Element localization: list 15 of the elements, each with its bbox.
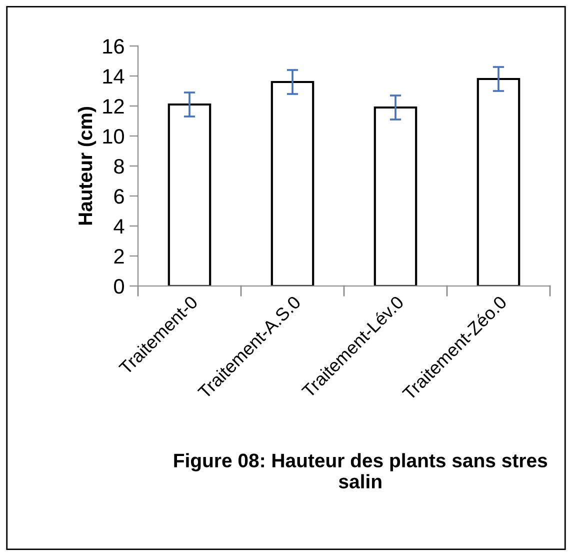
y-tick-label: 16 [103,39,124,54]
y-tick-label: 0 [114,279,124,294]
y-tick-label: 4 [114,219,124,234]
y-tick-label: 10 [103,129,124,144]
bar [168,103,212,286]
y-tick-label: 6 [114,189,124,204]
y-tick-label: 14 [103,69,124,84]
y-axis-title: Hauteur (cm) [78,107,96,225]
y-tick-label: 2 [114,249,124,264]
bar [476,78,520,286]
bar [270,80,314,286]
y-tick-label: 8 [114,159,124,174]
caption: Figure 08: Hauteur des plants sans stres salin [174,453,548,488]
y-tick-label: 12 [103,99,124,114]
bar [374,106,418,286]
